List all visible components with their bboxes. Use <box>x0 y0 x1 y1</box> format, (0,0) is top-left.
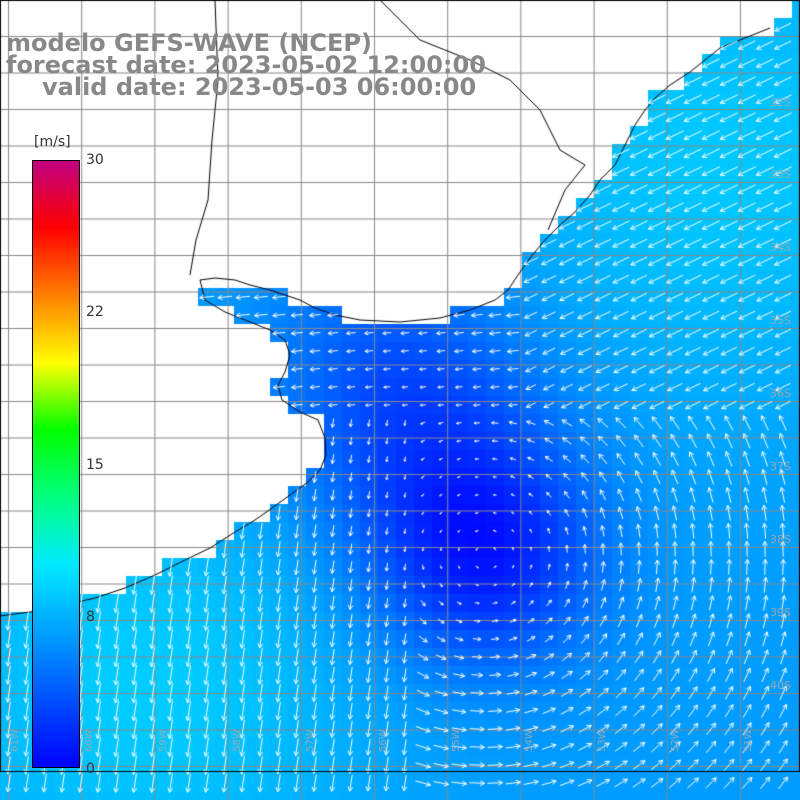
wind-map <box>0 0 800 800</box>
